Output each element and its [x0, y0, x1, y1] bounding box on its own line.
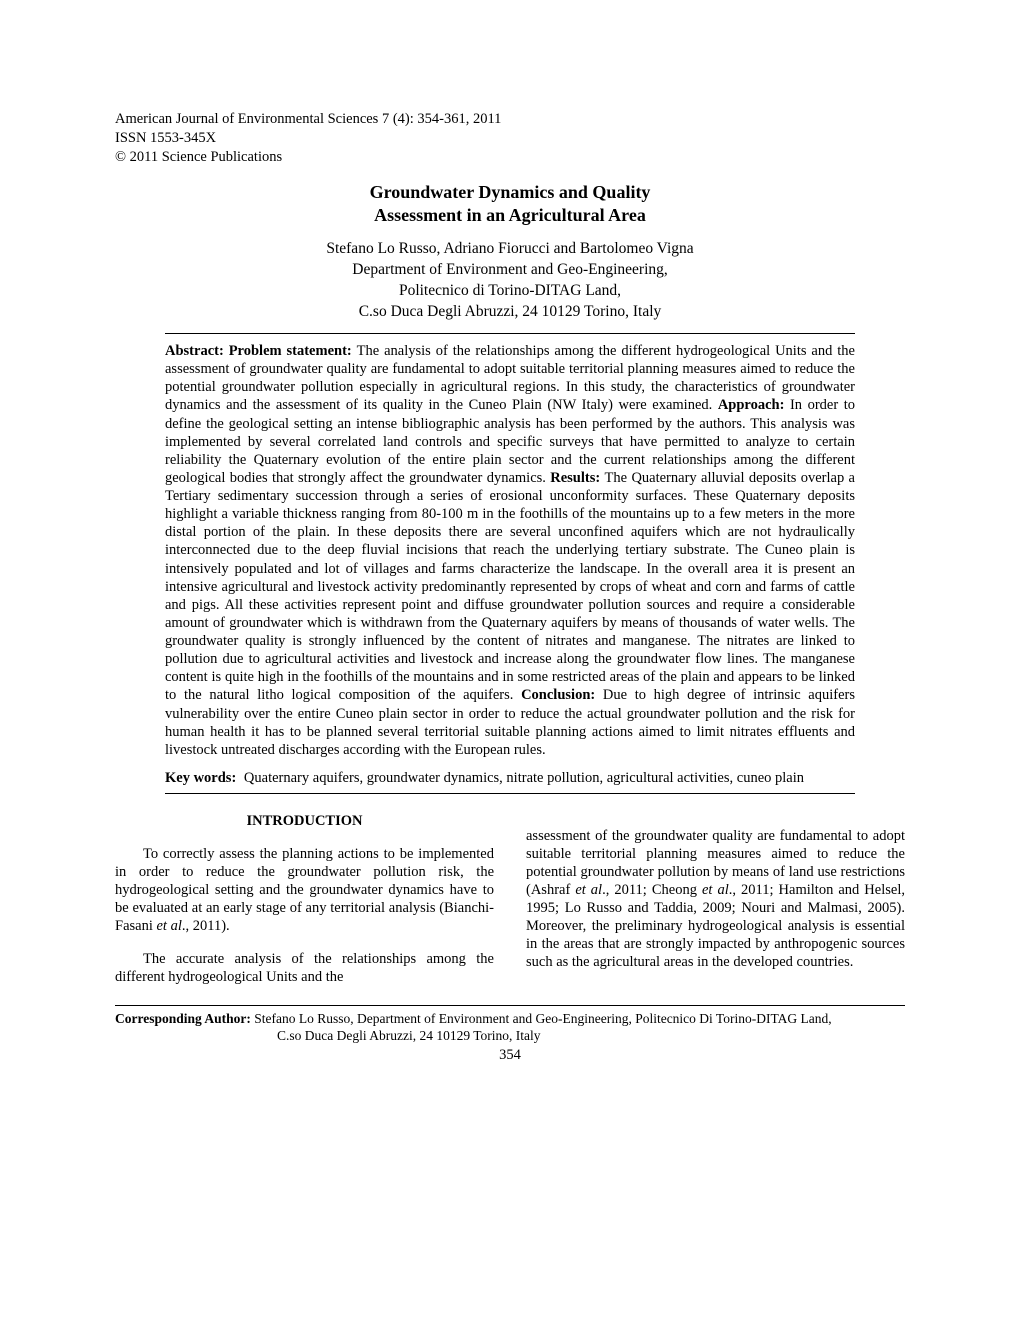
intro-col2-p: assessment of the groundwater quality ar… [526, 827, 905, 972]
title-line2: Assessment in an Agricultural Area [115, 204, 905, 227]
intro-heading: INTRODUCTION [115, 812, 494, 830]
intro-c2-c: ., 2011; Cheong [602, 882, 702, 898]
intro-p1-c: ., 2011). [182, 918, 230, 934]
results-label: Results: [550, 470, 604, 486]
keywords-block: Key words: Quaternary aquifers, groundwa… [165, 769, 855, 787]
author-addr: C.so Duca Degli Abruzzi, 24 10129 Torino… [115, 302, 905, 323]
intro-p2: The accurate analysis of the relationshi… [115, 950, 494, 986]
intro-p1: To correctly assess the planning actions… [115, 845, 494, 936]
journal-info: American Journal of Environmental Scienc… [115, 110, 905, 167]
corresponding-author: Corresponding Author: Stefano Lo Russo, … [115, 1005, 905, 1045]
intro-col-left: INTRODUCTION To correctly assess the pla… [115, 812, 494, 1001]
journal-issn: ISSN 1553-345X [115, 129, 905, 148]
author-dept: Department of Environment and Geo-Engine… [115, 260, 905, 281]
paper-title: Groundwater Dynamics and Quality Assessm… [115, 181, 905, 228]
keywords-label: Key words: [165, 769, 236, 787]
title-line1: Groundwater Dynamics and Quality [115, 181, 905, 204]
intro-c2-d: et al [702, 882, 729, 898]
corresponding-label: Corresponding Author: [115, 1011, 251, 1026]
journal-copyright: © 2011 Science Publications [115, 148, 905, 167]
divider-bottom [165, 793, 855, 794]
intro-c2-b: et al [575, 882, 602, 898]
problem-label: Problem statement: [229, 343, 357, 359]
intro-columns: INTRODUCTION To correctly assess the pla… [115, 812, 905, 1001]
journal-citation: American Journal of Environmental Scienc… [115, 110, 905, 129]
results-text: The Quaternary alluvial deposits overlap… [165, 470, 855, 704]
abstract-block: Abstract: Problem statement: The analysi… [165, 342, 855, 759]
corresponding-line2: C.so Duca Degli Abruzzi, 24 10129 Torino… [277, 1027, 905, 1045]
divider-top [165, 333, 855, 334]
abstract-label: Abstract: [165, 343, 229, 359]
author-names: Stefano Lo Russo, Adriano Fiorucci and B… [115, 239, 905, 260]
page-number: 354 [115, 1047, 905, 1064]
keywords-text: Quaternary aquifers, groundwater dynamic… [244, 769, 844, 787]
corresponding-line1: Stefano Lo Russo, Department of Environm… [254, 1011, 831, 1026]
intro-col-right: assessment of the groundwater quality ar… [526, 812, 905, 1001]
conclusion-label: Conclusion: [521, 687, 603, 703]
intro-p1-b: et al [156, 918, 181, 934]
approach-label: Approach: [718, 397, 790, 413]
authors-block: Stefano Lo Russo, Adriano Fiorucci and B… [115, 239, 905, 323]
author-inst: Politecnico di Torino-DITAG Land, [115, 281, 905, 302]
